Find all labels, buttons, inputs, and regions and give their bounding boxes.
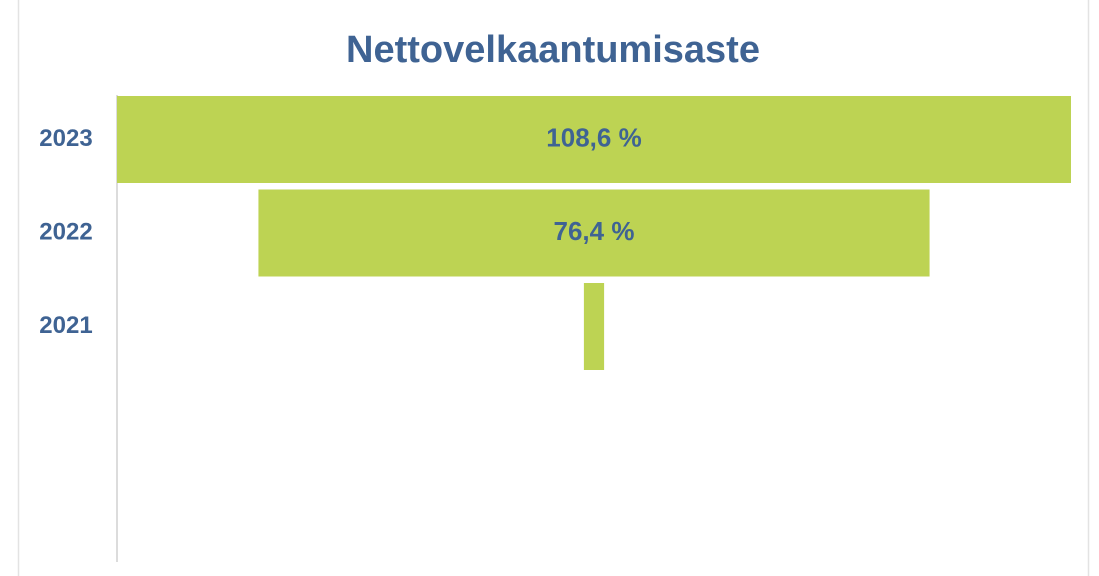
bar bbox=[583, 283, 605, 370]
bar bbox=[117, 96, 1071, 183]
chart-title: Nettovelkaantumisaste bbox=[346, 29, 760, 71]
category-label: 2022 bbox=[39, 218, 92, 245]
category-label: 2021 bbox=[39, 312, 92, 339]
bar bbox=[258, 189, 930, 277]
category-label: 2023 bbox=[39, 125, 92, 152]
data-label: 108,6 % bbox=[546, 122, 641, 152]
data-label: 76,4 % bbox=[554, 216, 635, 246]
